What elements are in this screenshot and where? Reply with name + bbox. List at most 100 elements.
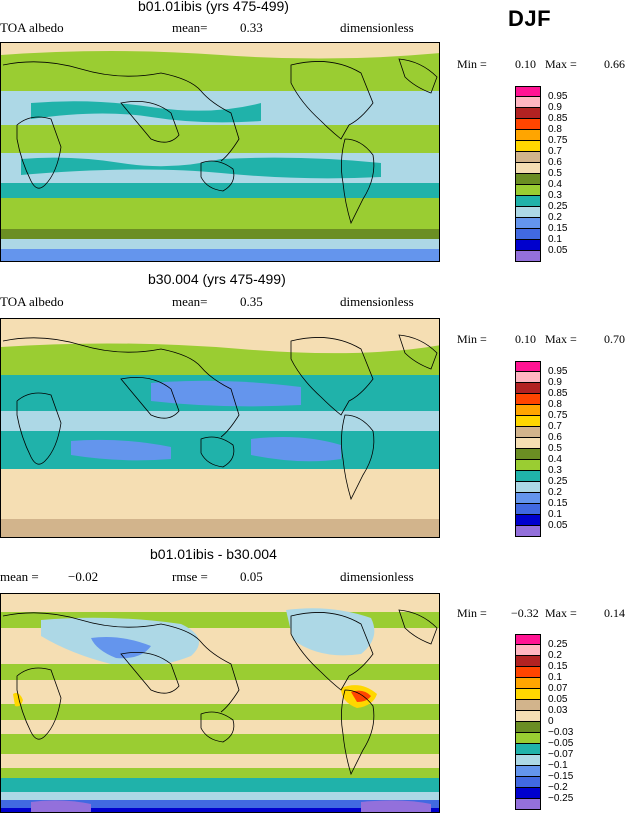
legend-label: 0.6 — [548, 432, 562, 443]
legend-row: 0.15 — [515, 661, 633, 678]
season-label: DJF — [508, 6, 552, 31]
panel2-max-label: Max = — [545, 332, 577, 346]
legend-row: 0.03 — [515, 705, 633, 722]
legend-swatch — [515, 667, 541, 678]
legend-swatch — [515, 130, 541, 141]
panel2-min-label: Min = — [457, 332, 487, 346]
legend-row: 0.8 — [515, 124, 633, 141]
legend-row: 0.05 — [515, 694, 633, 711]
legend-swatch — [515, 656, 541, 667]
legend-swatch — [515, 722, 541, 733]
legend-label: 0.85 — [548, 113, 568, 124]
legend-label: 0.05 — [548, 245, 568, 256]
legend-label: 0.15 — [548, 498, 568, 509]
legend-swatch — [515, 460, 541, 471]
legend-label: 0.75 — [548, 410, 568, 421]
legend-swatch — [515, 788, 541, 799]
legend-row: 0.2 — [515, 212, 633, 229]
legend-row: −0.07 — [515, 749, 633, 766]
legend-row: 0.7 — [515, 421, 633, 438]
legend-swatch — [515, 196, 541, 207]
panel3-mean-label: mean = — [0, 569, 39, 584]
antarctic-blue-band — [1, 800, 439, 808]
panel1-mean-label: mean= — [172, 20, 208, 35]
legend-swatch — [515, 504, 541, 515]
legend-swatch — [515, 383, 541, 394]
southern-ocean-band — [1, 469, 439, 497]
legend-label: −0.07 — [548, 749, 574, 760]
legend-swatch — [515, 97, 541, 108]
legend-row: 0.07 — [515, 683, 633, 700]
legend-label: 0.07 — [548, 683, 568, 694]
legend-label: 0.25 — [548, 201, 568, 212]
legend-label: 0.5 — [548, 443, 562, 454]
tropical-band — [1, 125, 439, 153]
legend-swatch — [515, 438, 541, 449]
panel2-mean-value: 0.35 — [240, 294, 263, 309]
legend-swatch — [515, 645, 541, 656]
legend-row: 0.6 — [515, 157, 633, 174]
north-america-light-blue — [286, 608, 375, 656]
panel1-legend: 0.95 0.9 0.85 0.8 0.75 0.7 0.6 0.5 0.4 0.3 0.25 0.2… — [515, 86, 633, 262]
panel1-max-label: Max = — [545, 57, 577, 71]
antarctic-band — [1, 519, 439, 537]
legend-label: 0.8 — [548, 124, 562, 135]
legend-swatch — [515, 515, 541, 526]
panel2-units: dimensionless — [340, 294, 414, 309]
legend-swatch — [515, 766, 541, 777]
legend-swatch — [515, 416, 541, 427]
legend-row: 0.9 — [515, 377, 633, 394]
legend-row: 0.7 — [515, 146, 633, 163]
legend-swatch — [515, 482, 541, 493]
legend-label: 0.03 — [548, 705, 568, 716]
legend-row: 0.05 — [515, 245, 633, 262]
panel3-map-svg — [1, 594, 439, 812]
legend-row: −0.2 — [515, 782, 633, 799]
legend-swatch — [515, 634, 541, 645]
legend-label: 0.2 — [548, 212, 562, 223]
legend-swatch — [515, 777, 541, 788]
panel1-min-value: 0.10 — [515, 57, 536, 71]
legend-row: 0.25 — [515, 201, 633, 218]
legend-label: 0.9 — [548, 102, 562, 113]
legend-swatch — [515, 711, 541, 722]
legend-label: 0.4 — [548, 179, 562, 190]
subtropic-green-band — [1, 664, 439, 680]
amazon-orange — [351, 690, 371, 702]
panel1-min-label: Min = — [457, 57, 487, 71]
legend-swatch — [515, 218, 541, 229]
legend-swatch — [515, 86, 541, 97]
panel3-max-label: Max = — [545, 606, 577, 620]
legend-row: 0.75 — [515, 410, 633, 427]
panel3-rmse-value: 0.05 — [240, 569, 263, 584]
legend-swatch — [515, 251, 541, 262]
legend-label: 0.75 — [548, 135, 568, 146]
legend-swatch — [515, 152, 541, 163]
panel3-min-label: Min = — [457, 606, 487, 620]
southern-light-blue-band — [1, 792, 439, 800]
legend-row: −0.1 — [515, 760, 633, 777]
legend-swatch — [515, 755, 541, 766]
antarctic-purple-2 — [361, 800, 431, 812]
panel3-min-value: −0.32 — [511, 606, 539, 620]
legend-swatch — [515, 240, 541, 251]
panel3-rmse-label: rmse = — [172, 569, 208, 584]
panel2-map-svg — [1, 319, 439, 537]
legend-row: 0.1 — [515, 234, 633, 251]
legend-label: 0.6 — [548, 157, 562, 168]
legend-swatch — [515, 449, 541, 460]
south-blue-region-2 — [251, 437, 341, 462]
panel3-units: dimensionless — [340, 569, 414, 584]
panel1-map-svg — [1, 43, 439, 261]
tropical-band — [1, 411, 439, 431]
legend-row: 0.25 — [515, 476, 633, 493]
panel2-title: b30.004 (yrs 475-499) — [148, 271, 286, 287]
legend-label: 0.7 — [548, 421, 562, 432]
legend-swatch — [515, 700, 541, 711]
legend-label: 0.05 — [548, 520, 568, 531]
africa-yellow — [13, 692, 23, 707]
southern-teal-band — [1, 778, 439, 792]
south-subtropic-band — [1, 431, 439, 469]
legend-label: 0.25 — [548, 639, 568, 650]
antarctic-purple-1 — [31, 800, 91, 812]
